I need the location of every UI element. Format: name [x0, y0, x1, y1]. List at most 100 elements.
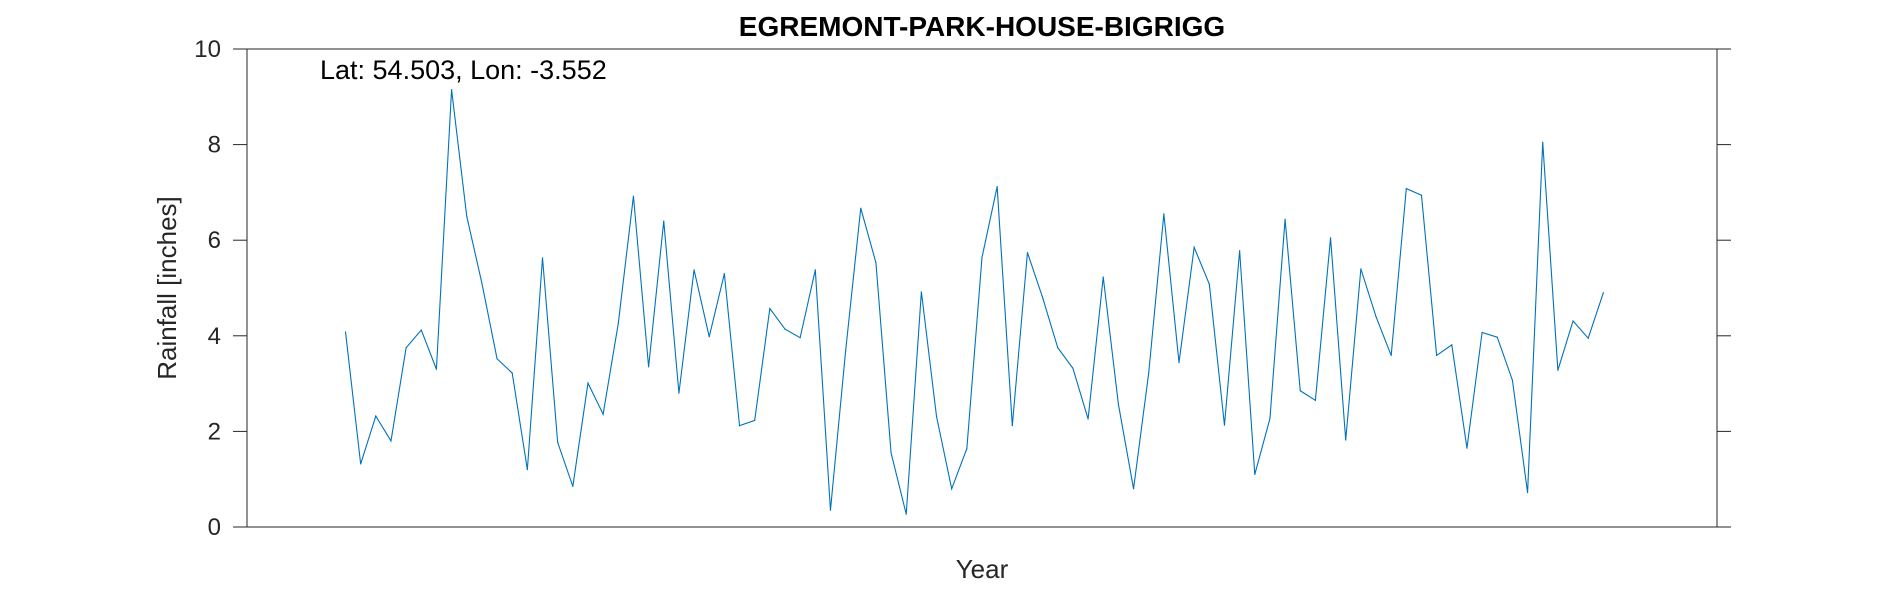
data-point — [1239, 250, 1241, 252]
data-point — [557, 441, 559, 443]
data-point — [511, 372, 513, 374]
data-point — [708, 336, 710, 338]
data-point — [1405, 187, 1407, 190]
data-point — [405, 347, 407, 349]
y-tick-label: 6 — [208, 227, 221, 254]
data-point — [360, 463, 362, 465]
series-line — [344, 89, 1604, 515]
data-point — [1314, 399, 1316, 401]
data-point — [1602, 292, 1604, 294]
data-point — [875, 262, 877, 264]
data-point — [526, 469, 528, 471]
data-point — [814, 269, 816, 271]
data-point — [572, 485, 574, 487]
data-point — [420, 329, 422, 331]
data-point — [602, 413, 604, 415]
series-layer — [344, 89, 1604, 515]
data-point — [1026, 252, 1029, 254]
data-point — [1466, 447, 1468, 449]
data-point — [996, 186, 998, 188]
y-ticks-right — [1717, 48, 1731, 528]
data-point — [1057, 347, 1059, 349]
data-point — [1526, 491, 1529, 494]
data-point — [344, 331, 347, 333]
data-point — [769, 307, 771, 310]
axes — [246, 48, 1718, 528]
data-point — [481, 282, 483, 284]
y-tick-label: 10 — [194, 36, 221, 63]
data-point — [1557, 369, 1559, 371]
data-point — [1329, 237, 1332, 239]
data-point — [754, 419, 756, 422]
y-tick-label: 8 — [208, 132, 221, 159]
data-point — [1572, 320, 1574, 322]
data-point — [1284, 218, 1286, 220]
data-point — [541, 257, 544, 259]
data-point — [1132, 488, 1135, 490]
data-point — [966, 448, 968, 450]
location-annotation: Lat: 54.503, Lon: -3.552 — [320, 55, 607, 85]
data-point — [920, 291, 922, 293]
data-point — [1360, 268, 1362, 270]
data-point — [496, 358, 498, 360]
y-tick-label: 0 — [208, 514, 221, 541]
data-point — [617, 322, 619, 324]
data-point — [1117, 403, 1119, 405]
chart-title: EGREMONT-PARK-HOUSE-BIGRIGG — [739, 11, 1225, 42]
data-point — [1011, 425, 1013, 427]
data-point — [390, 440, 392, 442]
data-point — [1436, 354, 1438, 356]
data-point — [1496, 336, 1498, 338]
data-point — [1163, 213, 1165, 215]
data-point — [466, 215, 468, 217]
data-point — [648, 366, 650, 368]
y-axis-label: Rainfall [inches] — [152, 196, 182, 380]
data-point — [1299, 390, 1301, 392]
data-point — [587, 382, 589, 384]
data-point — [1542, 141, 1544, 143]
data-point — [435, 368, 438, 370]
y-tick-label: 4 — [208, 323, 221, 350]
plot-frame — [246, 48, 1718, 528]
data-point — [1420, 194, 1423, 196]
data-point — [738, 425, 741, 427]
data-point — [450, 89, 453, 91]
data-point — [1375, 316, 1377, 318]
data-point — [935, 415, 938, 418]
data-point — [905, 513, 907, 515]
data-point — [845, 350, 847, 352]
data-point — [1451, 344, 1453, 346]
data-point — [1390, 354, 1392, 356]
data-point — [1511, 379, 1514, 381]
data-point — [1178, 361, 1180, 364]
data-point — [693, 269, 695, 271]
data-point — [1042, 296, 1044, 299]
data-point — [375, 415, 377, 417]
data-point — [829, 509, 832, 511]
data-point — [1148, 372, 1150, 374]
data-point — [1072, 367, 1074, 369]
data-point — [1223, 424, 1226, 426]
data-point — [1269, 417, 1271, 420]
data-point — [799, 337, 801, 339]
data-point — [678, 392, 680, 394]
data-point — [1254, 473, 1256, 476]
data-point — [632, 195, 635, 197]
data-point — [981, 256, 983, 259]
x-axis-label: Year — [956, 554, 1009, 584]
y-tick-label: 2 — [208, 418, 221, 445]
data-point — [663, 220, 665, 222]
data-point — [1208, 283, 1210, 285]
data-point — [723, 273, 725, 275]
data-point — [1481, 331, 1483, 334]
data-point — [1345, 439, 1347, 441]
data-point — [1087, 418, 1089, 420]
data-point — [784, 328, 786, 330]
data-point — [1587, 337, 1589, 339]
data-point — [860, 207, 862, 209]
data-point — [890, 452, 892, 454]
y-tick-labels: 0 2 4 6 8 10 — [194, 36, 221, 541]
data-point — [1102, 276, 1104, 278]
y-ticks — [233, 48, 247, 528]
